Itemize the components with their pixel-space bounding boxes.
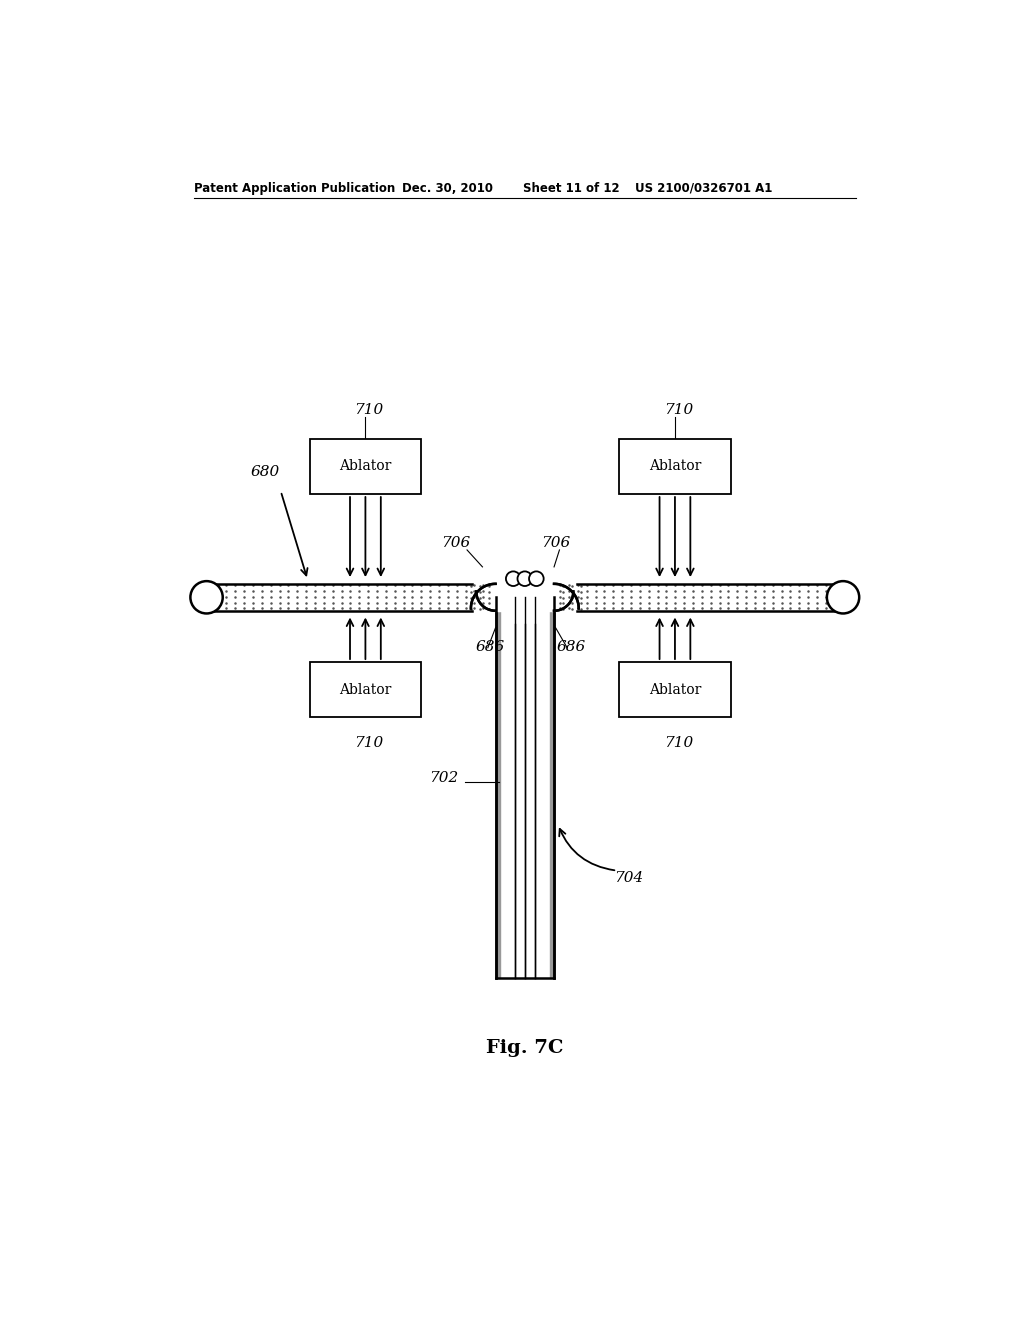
Text: 710: 710 [665, 735, 693, 750]
Bar [553, 583, 585, 611]
Text: 702: 702 [429, 771, 459, 785]
Text: 710: 710 [354, 403, 384, 417]
Text: 706: 706 [441, 536, 470, 550]
Bar [496, 598, 500, 978]
Text: 704: 704 [614, 871, 643, 886]
Text: 710: 710 [354, 735, 384, 750]
Text: 680: 680 [251, 465, 280, 479]
Text: Patent Application Publication: Patent Application Publication [194, 182, 395, 194]
Circle shape [506, 572, 520, 586]
Text: Sheet 11 of 12: Sheet 11 of 12 [523, 182, 620, 194]
Text: US 2100/0326701 A1: US 2100/0326701 A1 [635, 182, 772, 194]
Text: 686: 686 [556, 640, 586, 653]
Circle shape [826, 581, 859, 614]
Bar [465, 583, 497, 611]
Bar [620, 438, 731, 494]
Text: 706: 706 [541, 536, 570, 550]
Text: 686: 686 [475, 640, 505, 653]
Text: Fig. 7C: Fig. 7C [486, 1039, 563, 1057]
Text: Ablator: Ablator [649, 682, 701, 697]
Bar [309, 663, 421, 718]
Bar [309, 438, 421, 494]
Text: Ablator: Ablator [649, 459, 701, 474]
Text: Ablator: Ablator [339, 459, 391, 474]
Circle shape [529, 572, 544, 586]
Text: 710: 710 [665, 403, 693, 417]
Circle shape [517, 572, 532, 586]
Bar [500, 598, 550, 978]
Circle shape [190, 581, 223, 614]
Polygon shape [554, 583, 579, 611]
Text: Ablator: Ablator [339, 682, 391, 697]
Bar [550, 598, 554, 978]
Text: Dec. 30, 2010: Dec. 30, 2010 [401, 182, 493, 194]
Polygon shape [471, 583, 496, 611]
Bar [211, 583, 839, 611]
Bar [620, 663, 731, 718]
